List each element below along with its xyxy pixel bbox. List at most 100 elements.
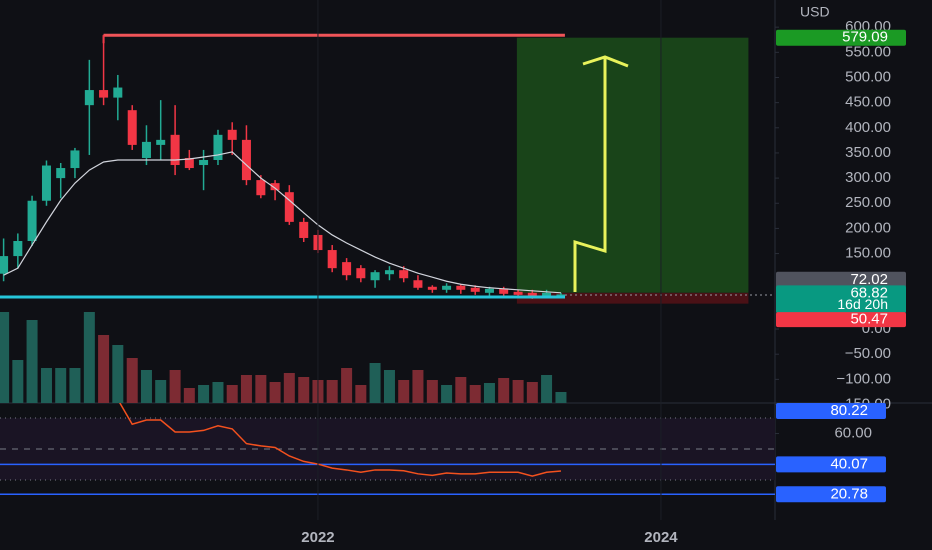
rsi-hline-box	[776, 403, 886, 419]
y-tick-label: 150.00	[845, 245, 891, 262]
arrow-head	[582, 55, 629, 68]
x-tick-label: 2022	[301, 529, 334, 546]
candle-body	[213, 134, 223, 160]
volume-bar	[0, 312, 10, 403]
volume-bar	[40, 368, 52, 403]
volume-bar	[383, 370, 395, 403]
volume-bar	[355, 385, 367, 403]
stop-label: 50.47	[850, 311, 888, 328]
candle-body	[113, 87, 123, 98]
candle-body	[342, 262, 352, 276]
y-tick-label: 550.00	[845, 43, 891, 60]
last-price: 68.82	[850, 284, 888, 301]
volume-bar	[498, 378, 510, 403]
volume-bar	[398, 380, 410, 403]
volume-bar	[412, 370, 424, 403]
candle-body	[156, 139, 166, 145]
volume-bar	[555, 392, 567, 403]
volume-bar	[326, 380, 338, 403]
candle-body	[542, 292, 552, 296]
volume-bar	[98, 335, 110, 403]
rsi-hline-box	[776, 486, 886, 503]
candle-body	[499, 288, 509, 294]
candle-body	[0, 256, 9, 274]
candle-body	[41, 165, 51, 201]
volume-bar	[255, 375, 267, 403]
rsi-hline-label: 20.78	[830, 485, 868, 502]
candle-body	[141, 141, 151, 158]
loss-zone	[516, 292, 749, 304]
profit-zone	[516, 37, 749, 293]
volume-bar	[512, 380, 524, 403]
stop-label-box	[776, 312, 906, 328]
candle-body	[470, 287, 480, 292]
candle-body	[356, 268, 366, 279]
volume-bar	[483, 383, 495, 403]
entry-label: 72.02	[850, 271, 888, 288]
volume-bar	[69, 368, 81, 403]
volume-bar	[240, 375, 252, 403]
y-tick-label: 200.00	[845, 219, 891, 236]
candle-body	[127, 110, 137, 145]
candle-body	[70, 150, 80, 169]
candle-body	[456, 285, 466, 290]
volume-bar	[12, 360, 24, 403]
candle-body	[170, 134, 180, 166]
volume-bar	[541, 375, 553, 403]
y-tick-label: 350.00	[845, 144, 891, 161]
target-label-box	[776, 29, 906, 46]
rsi-hline-label: 80.22	[830, 402, 868, 419]
volume-bar	[441, 385, 453, 403]
volume-bar	[140, 370, 152, 403]
volume-bar	[155, 380, 167, 403]
candle-body	[370, 272, 380, 281]
volume-bar	[112, 345, 124, 403]
y-tick-label: 450.00	[845, 94, 891, 111]
volume-bar	[298, 377, 310, 403]
candle-body	[384, 270, 394, 275]
volume-bar	[169, 370, 181, 403]
entry-label-box	[776, 271, 906, 288]
currency: USD	[800, 4, 830, 20]
countdown: 16d 20h	[837, 296, 888, 312]
candle-body	[99, 90, 109, 98]
volume-bar	[226, 385, 238, 403]
candle-body	[184, 157, 194, 169]
candle-body	[199, 159, 209, 166]
candle-body	[527, 292, 537, 297]
last-price-box	[776, 285, 906, 314]
candle-body	[327, 250, 337, 269]
candle-body	[27, 200, 37, 241]
candle-body	[399, 270, 409, 279]
y-tick-label: −50.00	[845, 345, 891, 362]
volume-bar	[269, 382, 281, 403]
x-tick-label: 2024	[644, 529, 678, 546]
volume-bar	[369, 363, 381, 403]
volume-bar	[526, 382, 538, 403]
candle-body	[241, 139, 251, 181]
rsi-tick-label: 60.00	[834, 424, 872, 441]
candle-body	[227, 129, 237, 140]
volume-bar	[341, 368, 353, 403]
candle-body	[84, 90, 94, 106]
target-label: 579.09	[842, 29, 888, 46]
rsi-line	[119, 403, 562, 477]
volume-bar	[83, 312, 95, 403]
volume-bar	[55, 368, 67, 403]
candle-body	[427, 286, 437, 290]
y-tick-label: 250.00	[845, 194, 891, 211]
candle-body	[299, 221, 309, 238]
candle-body	[270, 183, 280, 191]
volume-bar	[426, 380, 438, 403]
volume-bar	[198, 385, 210, 403]
candle-body	[13, 240, 23, 257]
candle-body	[556, 294, 566, 296]
candle-body	[513, 291, 523, 295]
y-tick-label: 400.00	[845, 119, 891, 136]
candle-body	[284, 192, 294, 222]
moving-average	[3, 151, 562, 294]
candle-body	[56, 168, 66, 179]
y-tick-label: 500.00	[845, 68, 891, 85]
volume-bar	[469, 385, 481, 403]
